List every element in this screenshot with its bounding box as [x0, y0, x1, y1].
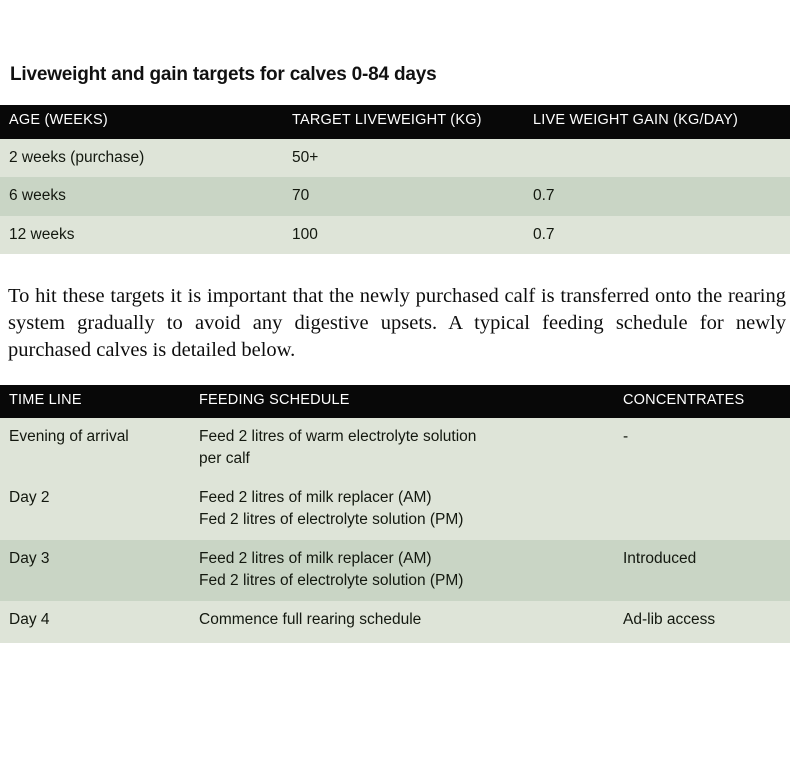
schedule-line: Feed 2 litres of warm electrolyte soluti…: [199, 428, 477, 445]
schedule-line: per calf: [199, 450, 250, 468]
column-header-concentrates: CONCENTRATES: [614, 385, 790, 418]
schedule-line: Feed 2 litres of milk replacer (AM): [199, 549, 432, 567]
cell-time-line: Day 2: [0, 478, 190, 540]
cell-time-line: Day 4: [0, 600, 190, 643]
cell-feeding-schedule: Feed 2 litres of milk replacer (AM) Fed …: [190, 478, 614, 540]
table-row: Day 3 Feed 2 litres of milk replacer (AM…: [0, 539, 790, 601]
cell-live-weight-gain: 0.7: [524, 177, 790, 216]
schedule-line: Fed 2 litres of electrolyte solution (PM…: [199, 572, 464, 590]
table-row: Day 4 Commence full rearing schedule Ad-…: [0, 600, 790, 643]
cell-concentrates: Ad-lib access: [614, 600, 790, 643]
cell-concentrates: -: [614, 418, 790, 479]
cell-target-liveweight: 50+: [283, 139, 524, 178]
column-header-time-line: TIME LINE: [0, 385, 190, 418]
cell-live-weight-gain: [524, 139, 790, 178]
schedule-line: Commence full rearing schedule: [199, 610, 422, 628]
cell-age: 2 weeks (purchase): [0, 139, 283, 178]
body-paragraph: To hit these targets it is important tha…: [8, 284, 786, 361]
cell-concentrates: [614, 478, 790, 540]
cell-feeding-schedule: Feed 2 litres of warm electrolyte soluti…: [190, 418, 614, 479]
cell-time-line: Day 3: [0, 539, 190, 601]
cell-target-liveweight: 70: [283, 177, 524, 216]
cell-feeding-schedule: Commence full rearing schedule: [190, 600, 614, 643]
cell-live-weight-gain: 0.7: [524, 215, 790, 255]
cell-concentrates: Introduced: [614, 539, 790, 601]
column-header-age: AGE (WEEKS): [0, 105, 283, 139]
cell-time-line: Evening of arrival: [0, 418, 190, 479]
schedule-line: Fed 2 litres of electrolyte solution (PM…: [199, 511, 464, 529]
table-row: Day 2 Feed 2 litres of milk replacer (AM…: [0, 478, 790, 540]
cell-feeding-schedule: Feed 2 litres of milk replacer (AM) Fed …: [190, 539, 614, 601]
table-header-row: TIME LINE FEEDING SCHEDULE CONCENTRATES: [0, 385, 790, 418]
page-title: Liveweight and gain targets for calves 0…: [10, 64, 437, 85]
schedule-line: Feed 2 litres of milk replacer (AM): [199, 488, 432, 506]
table-row: 12 weeks 100 0.7: [0, 215, 790, 255]
feeding-schedule-table: TIME LINE FEEDING SCHEDULE CONCENTRATES …: [0, 385, 790, 643]
column-header-target-liveweight: TARGET LIVEWEIGHT (KG): [283, 105, 524, 139]
table-row: Evening of arrival Feed 2 litres of warm…: [0, 418, 790, 479]
cell-age: 12 weeks: [0, 215, 283, 255]
cell-age: 6 weeks: [0, 177, 283, 216]
table-row: 6 weeks 70 0.7: [0, 177, 790, 216]
cell-target-liveweight: 100: [283, 215, 524, 255]
table-header-row: AGE (WEEKS) TARGET LIVEWEIGHT (KG) LIVE …: [0, 105, 790, 139]
column-header-live-weight-gain: LIVE WEIGHT GAIN (KG/DAY): [524, 105, 790, 139]
table-row: 2 weeks (purchase) 50+: [0, 139, 790, 178]
liveweight-targets-table: AGE (WEEKS) TARGET LIVEWEIGHT (KG) LIVE …: [0, 105, 790, 255]
column-header-feeding-schedule: FEEDING SCHEDULE: [190, 385, 614, 418]
